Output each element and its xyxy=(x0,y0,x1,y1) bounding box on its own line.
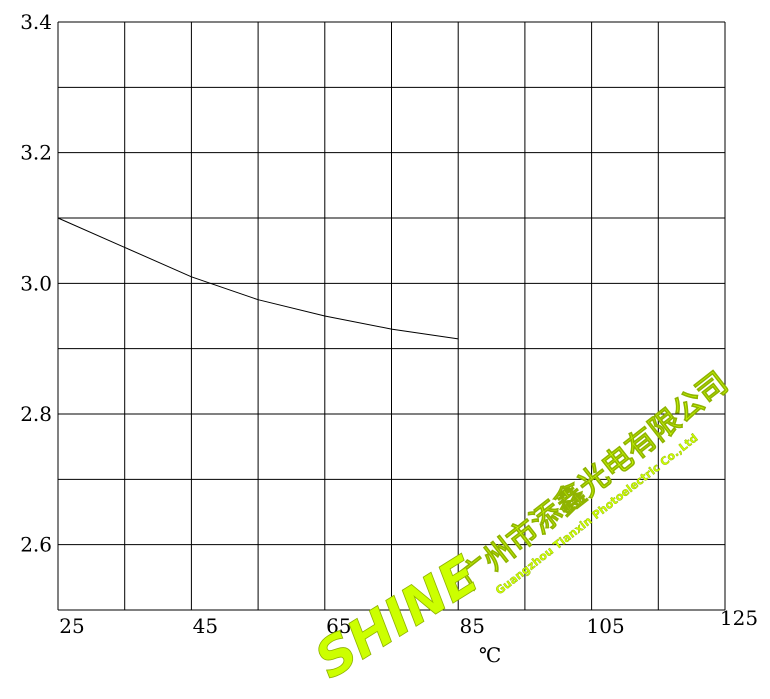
series-layer xyxy=(57,217,459,340)
watermark: 广州市添鑫光电有限公司 Guangzhou Tianxin Photoelect… xyxy=(453,365,735,597)
x-axis-unit-label: ℃ xyxy=(479,643,501,667)
y-tick-label: 2.6 xyxy=(20,533,52,557)
x-tick-labels: 25 45 65 85 105 125 xyxy=(59,606,758,638)
x-tick-label: 45 xyxy=(193,614,218,638)
y-tick-label: 3.0 xyxy=(20,271,52,295)
series-line xyxy=(57,217,459,340)
y-tick-labels: 3.4 3.2 3.0 2.8 2.6 xyxy=(20,10,52,557)
y-tick-label: 3.4 xyxy=(20,10,52,34)
grid xyxy=(57,21,726,611)
x-tick-label: 105 xyxy=(587,614,625,638)
x-tick-label: 85 xyxy=(459,614,484,638)
y-tick-label: 3.2 xyxy=(20,141,52,165)
y-tick-label: 2.8 xyxy=(20,402,52,426)
x-tick-label: 25 xyxy=(59,614,84,638)
x-tick-label: 65 xyxy=(326,614,351,638)
x-tick-label: 125 xyxy=(720,606,758,630)
watermark-company-cn: 广州市添鑫光电有限公司 xyxy=(453,366,735,597)
